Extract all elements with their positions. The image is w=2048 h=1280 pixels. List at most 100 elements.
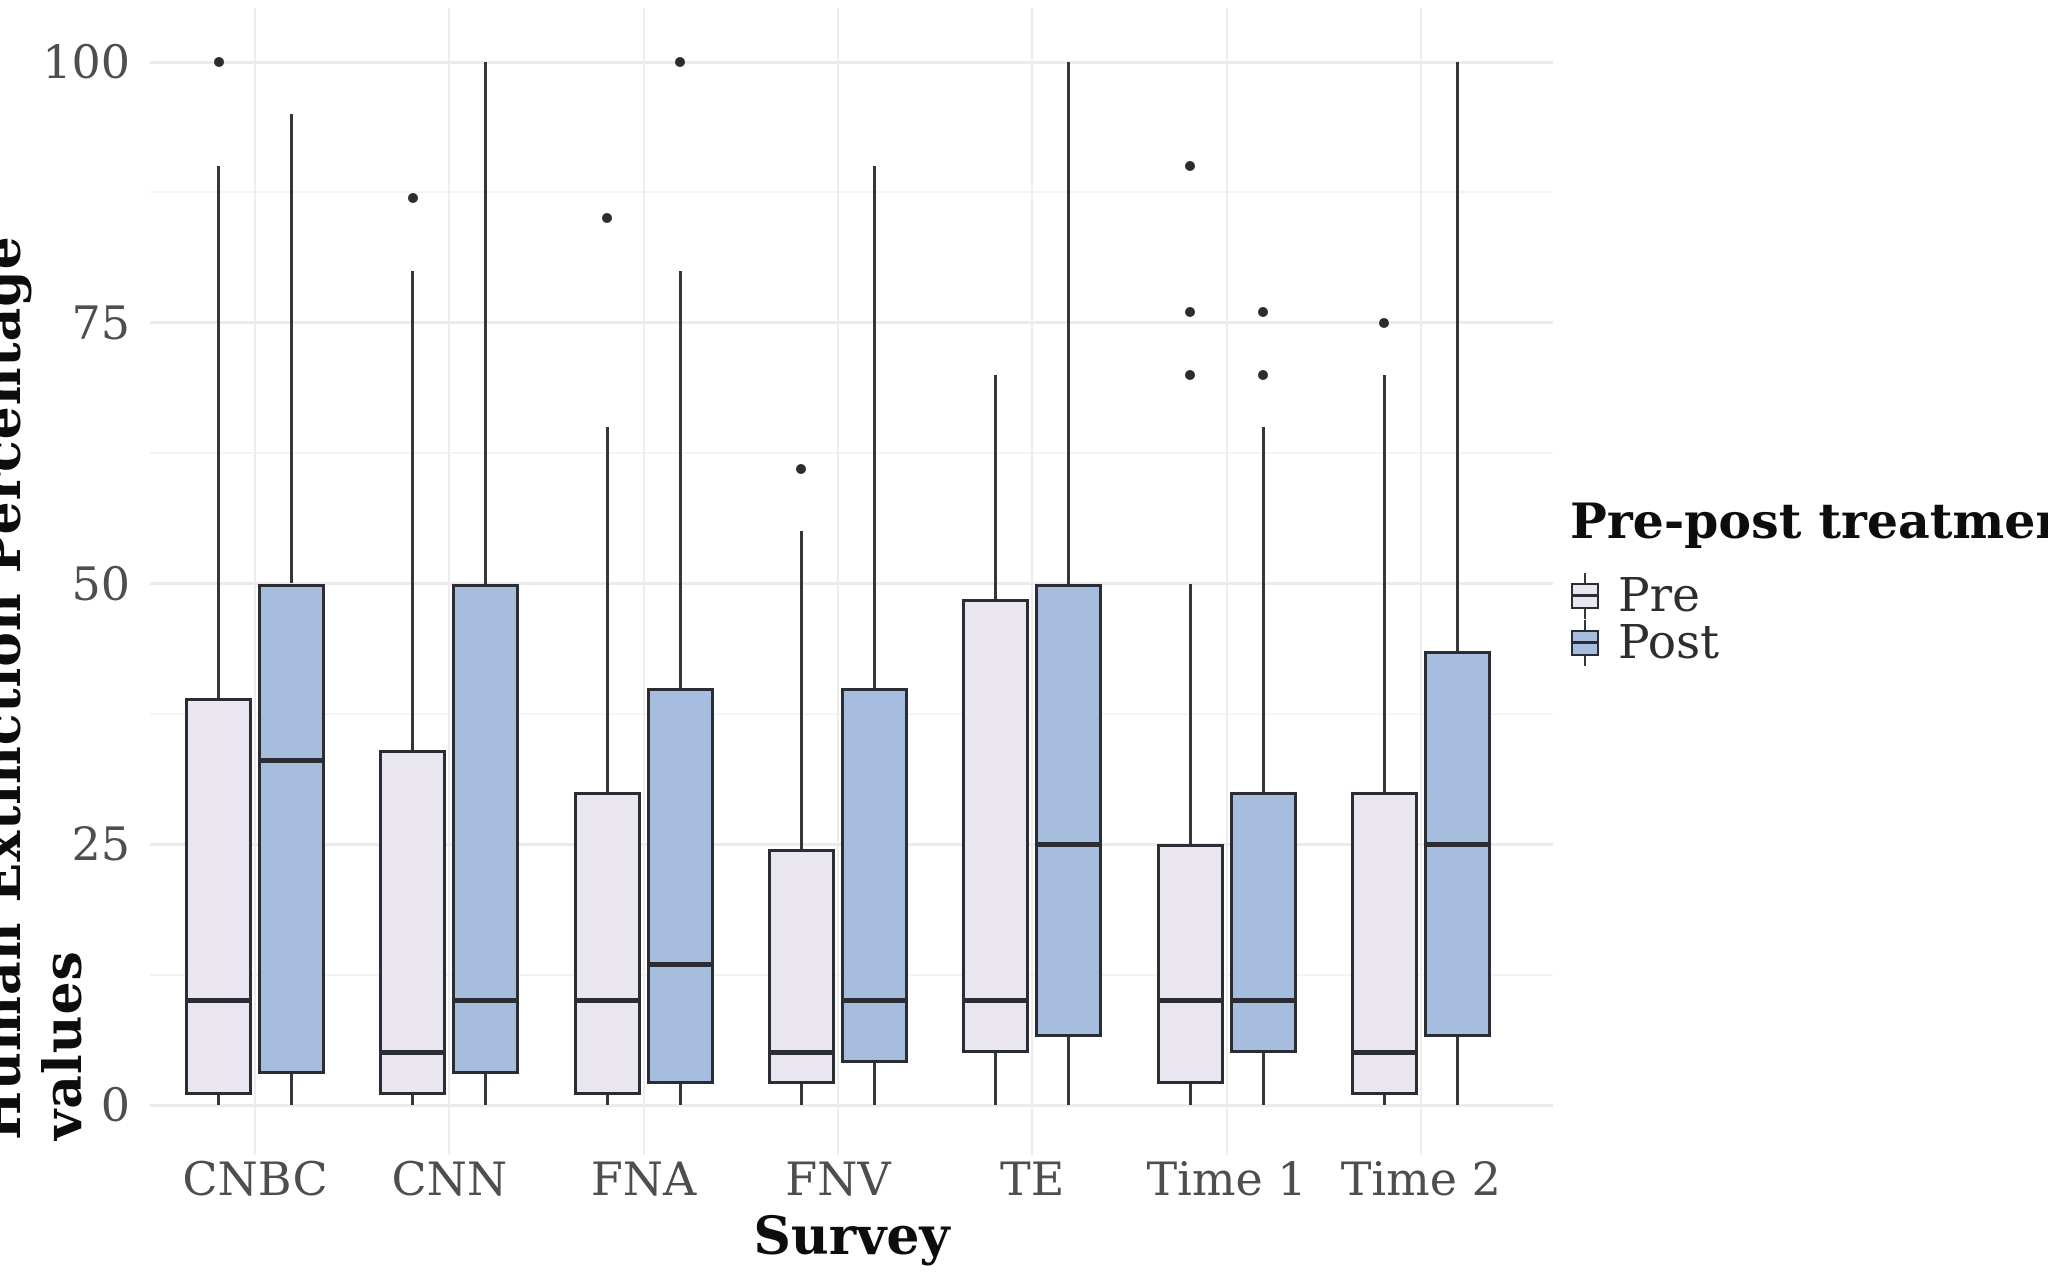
lower-whisker-pre-fnv [799, 1084, 803, 1105]
median-post-te [1035, 841, 1103, 847]
minor-gridline [150, 191, 1553, 194]
plot-panel [150, 8, 1553, 1155]
outlier-point-pre-fnv [796, 463, 807, 474]
upper-whisker-pre-cnbc [217, 166, 220, 699]
upper-whisker-post-fnv [872, 166, 876, 688]
y-tick-label-0: 0 [100, 1078, 130, 1132]
upper-whisker-post-cnbc [290, 114, 293, 584]
category-gridline [1419, 8, 1422, 1155]
legend-label-pre: Pre [1618, 568, 1700, 623]
median-post-time-1 [1229, 998, 1297, 1004]
major-gridline [150, 582, 1553, 585]
lower-whisker-post-te [1067, 1037, 1071, 1105]
y-tick-label-50: 50 [71, 556, 130, 611]
median-post-cnn [452, 998, 520, 1004]
median-pre-time-2 [1350, 1050, 1418, 1056]
legend: Pre-post treatment Pre Post [1570, 492, 2048, 666]
x-tick-label-cnbc: CNBC [182, 1152, 328, 1206]
median-post-fna [646, 961, 714, 967]
y-tick-label-75: 75 [71, 295, 130, 350]
x-tick-label-cnn: CNN [391, 1152, 508, 1206]
upper-whisker-pre-fna [605, 427, 609, 793]
outlier-point-pre-fna [602, 213, 613, 224]
upper-whisker-post-fna [678, 270, 682, 688]
box-pre-te [962, 599, 1030, 1053]
box-post-fnv [840, 687, 908, 1064]
lower-whisker-post-time-2 [1455, 1037, 1459, 1105]
box-post-te [1035, 583, 1103, 1038]
post-boxplot-key-icon [1570, 619, 1600, 666]
box-post-time-1 [1229, 792, 1297, 1053]
category-gridline [254, 8, 256, 1155]
lower-whisker-pre-cnn [411, 1094, 415, 1105]
upper-whisker-pre-time-2 [1382, 374, 1386, 793]
outlier-point-pre-time-1 [1185, 161, 1195, 172]
upper-whisker-post-te [1067, 62, 1071, 584]
legend-item-post: Post [1570, 619, 2040, 666]
lower-whisker-post-fna [678, 1084, 682, 1105]
outlier-point-pre-time-1 [1185, 307, 1195, 318]
upper-whisker-pre-te [994, 374, 998, 600]
box-pre-fnv [767, 849, 835, 1085]
outlier-point-pre-time-2 [1379, 317, 1390, 328]
upper-whisker-pre-fnv [799, 531, 803, 850]
category-gridline [448, 8, 451, 1155]
outlier-point-pre-time-1 [1185, 369, 1195, 380]
box-pre-time-2 [1350, 792, 1418, 1095]
x-tick-label-time-2: Time 2 [1340, 1152, 1501, 1206]
category-gridline [1225, 8, 1228, 1155]
box-post-fna [646, 687, 714, 1085]
median-pre-cnn [379, 1050, 447, 1056]
legend-item-pre: Pre [1570, 572, 2040, 619]
box-post-cnn [452, 583, 520, 1074]
lower-whisker-pre-time-2 [1382, 1094, 1386, 1105]
lower-whisker-post-cnn [484, 1073, 488, 1105]
outlier-point-post-time-1 [1258, 307, 1268, 318]
median-post-time-2 [1423, 841, 1491, 847]
x-tick-label-te: TE [1000, 1152, 1065, 1206]
upper-whisker-pre-time-1 [1188, 583, 1192, 845]
outlier-point-post-time-1 [1258, 369, 1268, 380]
lower-whisker-post-cnbc [290, 1073, 293, 1105]
major-gridline [150, 321, 1553, 325]
median-pre-time-1 [1156, 998, 1224, 1004]
category-gridline [642, 8, 645, 1155]
box-pre-time-1 [1156, 844, 1224, 1085]
pre-boxplot-key-icon [1570, 572, 1600, 619]
median-pre-cnbc [185, 998, 252, 1004]
lower-whisker-pre-fna [605, 1094, 609, 1105]
y-tick-label-100: 100 [42, 35, 130, 89]
box-pre-cnbc [185, 698, 252, 1095]
major-gridline [150, 1103, 1553, 1107]
lower-whisker-pre-te [994, 1052, 998, 1105]
y-tick-label-25: 25 [71, 817, 130, 872]
median-post-cnbc [258, 758, 325, 764]
outlier-point-pre-cnbc [213, 57, 224, 67]
median-pre-fnv [767, 1050, 835, 1056]
lower-whisker-post-fnv [872, 1063, 876, 1105]
x-tick-label-fna: FNA [590, 1152, 697, 1206]
median-pre-fna [573, 998, 641, 1004]
outlier-point-post-fna [675, 57, 686, 67]
legend-title: Pre-post treatment [1570, 492, 2048, 550]
box-post-cnbc [258, 583, 325, 1074]
category-gridline [836, 8, 839, 1155]
median-post-fnv [840, 998, 908, 1004]
box-pre-fna [573, 792, 641, 1095]
lower-whisker-post-time-1 [1261, 1052, 1265, 1105]
lower-whisker-pre-time-1 [1188, 1084, 1192, 1105]
x-tick-label-fnv: FNV [785, 1152, 891, 1206]
upper-whisker-post-cnn [484, 62, 488, 584]
box-pre-cnn [379, 750, 447, 1095]
lower-whisker-pre-cnbc [217, 1094, 220, 1105]
major-gridline [150, 60, 1553, 64]
median-pre-te [962, 998, 1030, 1004]
x-axis-title: Survey [753, 1206, 950, 1267]
upper-whisker-post-time-2 [1455, 62, 1459, 652]
minor-gridline [150, 452, 1553, 455]
x-tick-label-time-1: Time 1 [1146, 1152, 1307, 1206]
outlier-point-pre-cnn [407, 192, 418, 203]
legend-label-post: Post [1618, 615, 1720, 670]
upper-whisker-post-time-1 [1261, 427, 1265, 793]
